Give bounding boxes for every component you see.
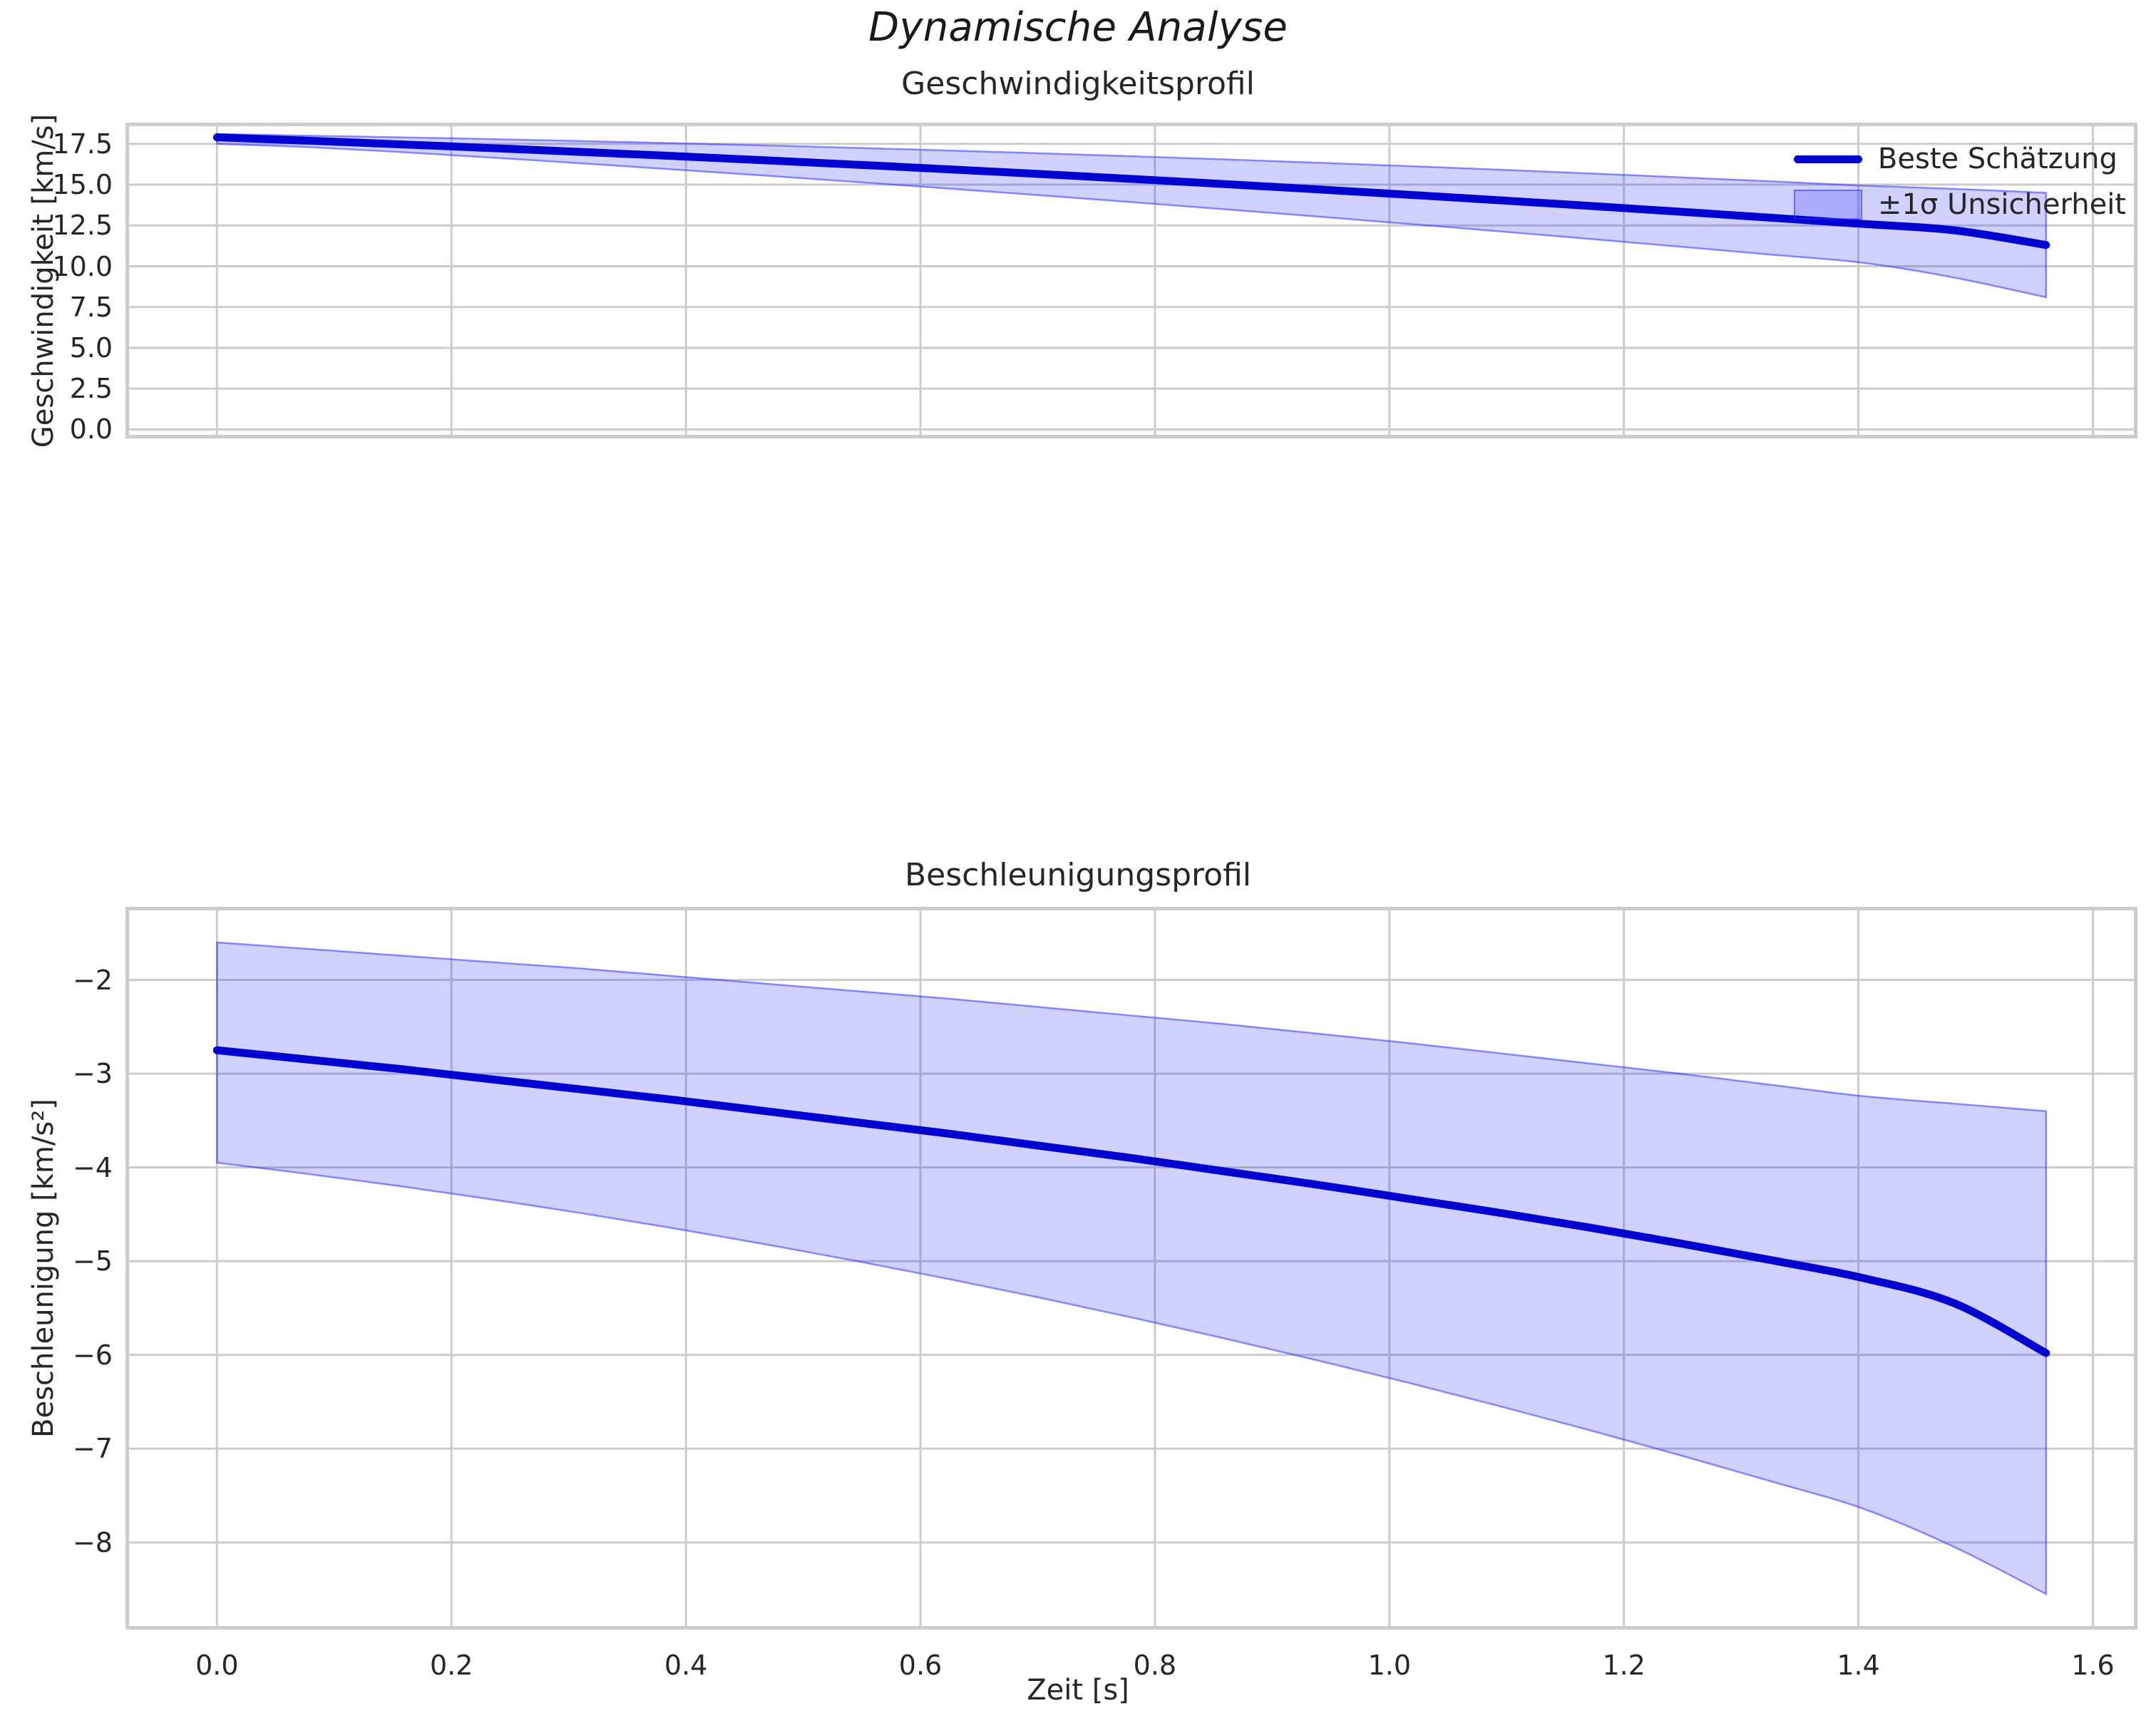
x-tick-label: 1.4 (1837, 1650, 1880, 1681)
gridlines-acceleration (125, 907, 2137, 1630)
y-tick-label: 17.5 (52, 128, 113, 160)
acceleration-chart-svg (125, 907, 2137, 1630)
y-tick-label: 12.5 (52, 210, 113, 242)
y-tick-label: −8 (72, 1526, 113, 1558)
y-axis-label-acceleration: Beschleunigung [km/s²] (27, 1099, 60, 1438)
x-tick-label: 1.0 (1367, 1650, 1412, 1681)
y-tick-label: 0.0 (69, 413, 113, 446)
y-tick-label: −6 (72, 1339, 113, 1371)
y-tick-label: −5 (72, 1245, 113, 1277)
legend-row-mean[interactable]: Beste Schätzung (1793, 140, 2126, 178)
x-tick-label: 1.2 (1602, 1650, 1646, 1681)
y-tick-label: −4 (72, 1151, 113, 1183)
mean-line-acceleration (212, 1046, 2050, 1357)
legend-label-mean: Beste Schätzung (1877, 143, 2118, 175)
y-tick-label: 7.5 (69, 291, 113, 323)
legend-row-band[interactable]: ±1σ Unsicherheit (1793, 185, 2126, 224)
x-tick-label: 0.0 (195, 1650, 239, 1681)
y-tick-label: 10.0 (52, 250, 113, 282)
panel-title-acceleration: Beschleunigungsprofil (904, 857, 1252, 893)
panel-title-velocity: Geschwindigkeitsprofil (901, 66, 1255, 102)
y-tick-label: 5.0 (69, 331, 113, 364)
x-tick-label: 0.2 (429, 1650, 473, 1681)
legend-patch-swatch-icon (1793, 190, 1862, 220)
plot-area-acceleration (125, 907, 2137, 1630)
y-tick-label: −3 (72, 1058, 113, 1090)
y-tick-label: 2.5 (69, 373, 113, 405)
x-axis-label: Zeit [s] (1027, 1674, 1129, 1707)
figure-suptitle: Dynamische Analyse (868, 4, 1288, 51)
x-tick-label: 0.4 (664, 1650, 708, 1681)
y-tick-label: 15.0 (52, 169, 113, 200)
legend-label-band: ±1σ Unsicherheit (1877, 188, 2126, 221)
legend-line-swatch-icon (1793, 155, 1862, 163)
gridlines-velocity (125, 123, 2137, 438)
y-tick-label: −2 (72, 964, 113, 996)
mean-line-velocity (212, 133, 2050, 250)
x-tick-label: 0.6 (898, 1650, 943, 1681)
uncertainty-band-acceleration (216, 941, 2047, 1596)
x-tick-label: 0.8 (1133, 1650, 1177, 1681)
uncertainty-band-velocity (216, 133, 2047, 299)
y-axis-label-velocity: Geschwindigkeit [km/s] (27, 113, 60, 448)
x-tick-label: 1.6 (2071, 1650, 2115, 1681)
legend-velocity: Beste Schätzung ±1σ Unsicherheit (1793, 140, 2126, 224)
y-tick-label: −7 (72, 1433, 113, 1465)
plot-area-velocity (125, 123, 2137, 438)
velocity-chart-svg (125, 123, 2137, 438)
